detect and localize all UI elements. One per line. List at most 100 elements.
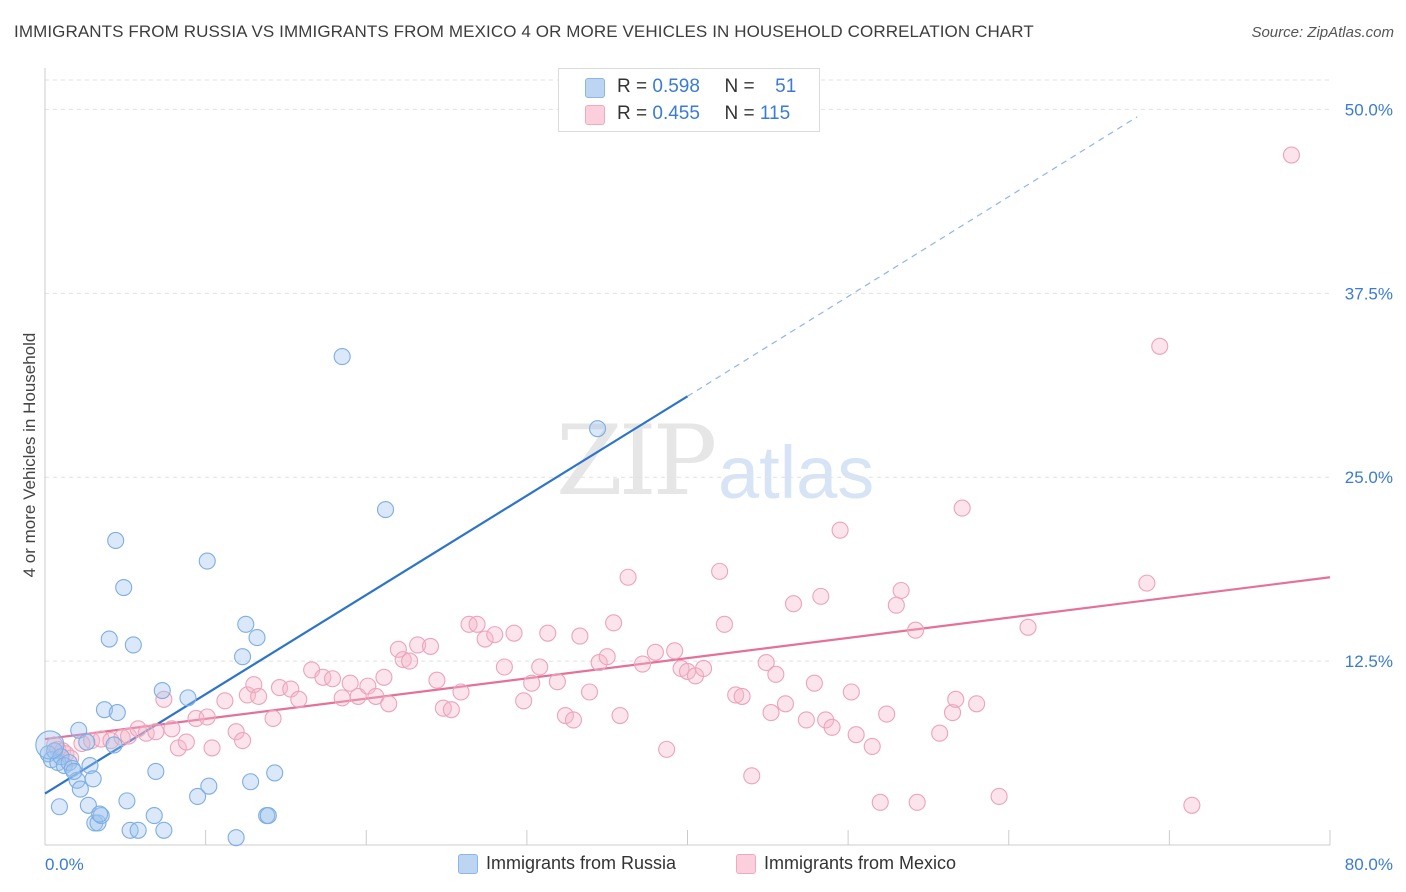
point-russia — [79, 796, 97, 814]
point-russia — [84, 770, 102, 788]
point-russia — [227, 829, 245, 847]
point-russia — [105, 736, 123, 754]
point-russia — [588, 420, 607, 438]
legend-n-label-russia: N = — [724, 76, 755, 97]
point-mexico — [290, 690, 308, 708]
point-mexico — [733, 687, 751, 705]
point-mexico — [887, 596, 905, 614]
point-mexico — [564, 711, 583, 729]
point-russia — [115, 578, 133, 597]
point-mexico — [323, 670, 342, 688]
point-mexico — [797, 711, 815, 729]
point-mexico — [658, 740, 676, 758]
point-mexico — [515, 692, 533, 710]
point-russia — [155, 821, 173, 839]
point-mexico — [743, 767, 761, 785]
point-mexico — [757, 654, 775, 672]
point-mexico — [871, 793, 889, 811]
x-tick-label: 0.0% — [45, 855, 84, 874]
point-russia — [248, 629, 266, 647]
point-mexico — [784, 595, 803, 613]
point-russia — [71, 780, 89, 798]
point-mexico — [611, 706, 629, 725]
point-mexico — [907, 621, 925, 639]
point-russia — [376, 501, 395, 519]
correlation-legend: R = 0.598 N = 51 R = 0.455 N = 115 — [558, 68, 820, 132]
point-mexico — [468, 615, 486, 633]
point-russia — [198, 552, 216, 570]
legend-text-mexico: R = 0.455 N = 115 — [617, 103, 790, 125]
point-mexico — [421, 637, 440, 655]
point-mexico — [1183, 796, 1201, 814]
y-tick-label: 50.0% — [1345, 100, 1393, 119]
point-mexico — [831, 521, 849, 539]
point-mexico — [495, 658, 513, 676]
point-mexico — [812, 587, 830, 605]
point-mexico — [646, 643, 664, 661]
point-russia — [107, 531, 125, 550]
point-russia — [266, 764, 284, 782]
point-mexico — [548, 673, 566, 691]
point-mexico — [227, 723, 245, 741]
legend-n-value-mexico: 115 — [759, 103, 791, 124]
point-mexico — [476, 630, 494, 648]
point-russia — [200, 777, 218, 795]
legend-swatch-russia — [585, 78, 605, 98]
bottom-legend-label-russia: Immigrants from Russia — [486, 853, 677, 873]
point-mexico — [341, 674, 359, 692]
point-mexico — [715, 615, 733, 633]
point-mexico — [367, 687, 385, 705]
point-mexico — [767, 665, 785, 683]
point-mexico — [177, 733, 195, 751]
legend-r-label-russia: R = — [617, 76, 648, 97]
point-mexico — [762, 704, 780, 722]
legend-r-value-russia: 0.598 — [652, 76, 700, 97]
point-russia — [237, 615, 255, 633]
watermark-atlas: atlas — [718, 431, 875, 514]
point-mexico — [892, 581, 910, 600]
point-mexico — [863, 737, 881, 755]
series-mexico-points — [46, 146, 1300, 814]
point-mexico — [147, 723, 165, 741]
point-mexico — [695, 659, 713, 678]
point-mexico — [711, 562, 729, 580]
trend-line-russia-extension — [687, 116, 1138, 397]
point-mexico — [953, 499, 971, 517]
point-russia — [147, 762, 165, 780]
point-mexico — [947, 690, 965, 708]
point-mexico — [842, 683, 860, 701]
point-mexico — [442, 701, 460, 719]
bottom-legend-label-mexico: Immigrants from Mexico — [764, 853, 957, 873]
point-mexico — [539, 624, 557, 642]
legend-n-label-mexico: N = — [724, 103, 755, 124]
point-russia — [179, 689, 197, 707]
point-russia — [259, 807, 277, 825]
point-mexico — [1138, 574, 1156, 592]
point-russia — [129, 821, 147, 839]
point-mexico — [198, 708, 216, 726]
point-mexico — [250, 687, 268, 705]
point-mexico — [908, 793, 926, 811]
point-russia — [108, 704, 126, 722]
point-russia — [50, 798, 69, 816]
point-russia — [118, 792, 136, 810]
trend-line-mexico — [44, 576, 1331, 741]
legend-n-value-russia: 51 — [775, 76, 797, 97]
point-mexico — [878, 705, 896, 723]
point-mexico — [1019, 618, 1037, 636]
point-mexico — [633, 655, 652, 673]
point-mexico — [571, 627, 589, 645]
legend-text-russia: R = 0.598 N = 51 — [617, 76, 796, 98]
point-russia — [65, 762, 83, 780]
grid-lines — [45, 79, 1330, 662]
point-russia — [153, 681, 171, 700]
point-mexico — [203, 739, 221, 757]
point-russia — [333, 348, 351, 366]
series-russia-points — [35, 348, 607, 847]
point-russia — [234, 648, 252, 666]
point-mexico — [452, 683, 470, 701]
bottom-legend-swatch-mexico — [736, 854, 756, 874]
point-mexico — [234, 731, 252, 750]
point-mexico — [619, 568, 637, 586]
